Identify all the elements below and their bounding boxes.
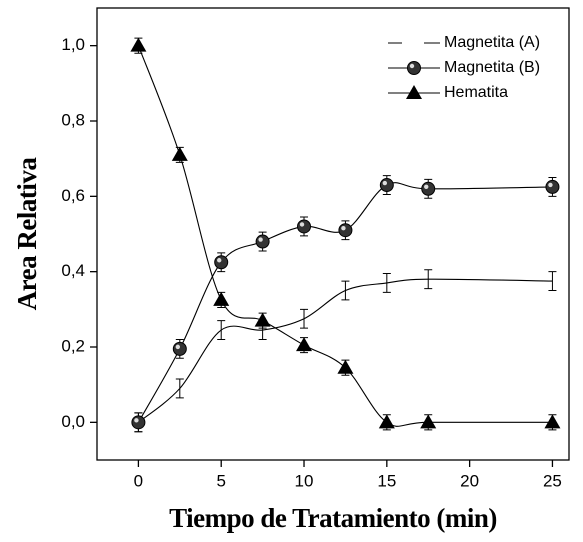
x-tick-label: 25 xyxy=(543,471,562,490)
y-axis-label: Area Relativa xyxy=(12,157,42,311)
error-bar xyxy=(341,280,350,301)
error-bar xyxy=(548,271,557,291)
series-line xyxy=(138,278,553,423)
data-point xyxy=(544,414,561,429)
x-tick-label: 20 xyxy=(460,471,479,490)
point-highlight xyxy=(299,222,305,227)
point-highlight xyxy=(217,258,222,263)
x-tick-label: 0 xyxy=(134,471,143,490)
x-axis-label: Tiempo de Tratamiento (min) xyxy=(169,503,497,533)
series-line xyxy=(137,45,553,427)
data-point xyxy=(213,291,230,306)
data-point xyxy=(337,359,354,374)
x-tick-label: 10 xyxy=(295,471,314,490)
error-bar xyxy=(175,378,184,399)
x-tick-label: 5 xyxy=(216,471,225,490)
data-point xyxy=(338,223,353,238)
y-tick-label: 1,0 xyxy=(61,35,85,54)
data-point xyxy=(420,414,437,429)
legend-label: Magnetita (A) xyxy=(444,34,540,51)
data-point xyxy=(254,312,271,327)
y-tick-label: 0,0 xyxy=(61,412,85,431)
data-point xyxy=(130,37,147,52)
data-point xyxy=(378,414,395,429)
series-line xyxy=(137,182,553,423)
legend-label: Hematita xyxy=(444,84,508,101)
error-bar xyxy=(217,320,226,340)
data-point xyxy=(545,179,560,194)
data-point xyxy=(171,146,188,161)
y-tick-label: 0,6 xyxy=(61,186,85,205)
data-point xyxy=(214,255,229,270)
y-tick-label: 0,2 xyxy=(61,336,85,355)
data-point xyxy=(255,234,270,249)
data-point xyxy=(172,341,187,356)
point-highlight xyxy=(341,226,346,231)
data-point xyxy=(406,85,422,99)
data-point xyxy=(407,61,421,75)
data-point xyxy=(131,415,146,430)
data-point xyxy=(296,337,313,352)
point-highlight xyxy=(424,184,429,189)
point-highlight xyxy=(175,344,181,350)
error-bar xyxy=(300,308,309,329)
point-highlight xyxy=(258,237,263,242)
error-bar xyxy=(382,273,391,293)
data-point xyxy=(379,178,394,193)
point-highlight xyxy=(382,180,388,186)
point-highlight xyxy=(548,182,553,188)
point-highlight xyxy=(134,418,139,423)
data-point xyxy=(421,181,436,196)
legend-label: Magnetita (B) xyxy=(444,59,540,76)
point-highlight xyxy=(409,63,415,69)
x-tick-label: 15 xyxy=(377,471,396,490)
y-tick-label: 0,4 xyxy=(61,261,85,280)
plot-frame xyxy=(96,7,570,461)
y-tick-label: 0,8 xyxy=(61,110,85,129)
error-bar xyxy=(424,269,433,290)
data-point xyxy=(297,219,312,234)
